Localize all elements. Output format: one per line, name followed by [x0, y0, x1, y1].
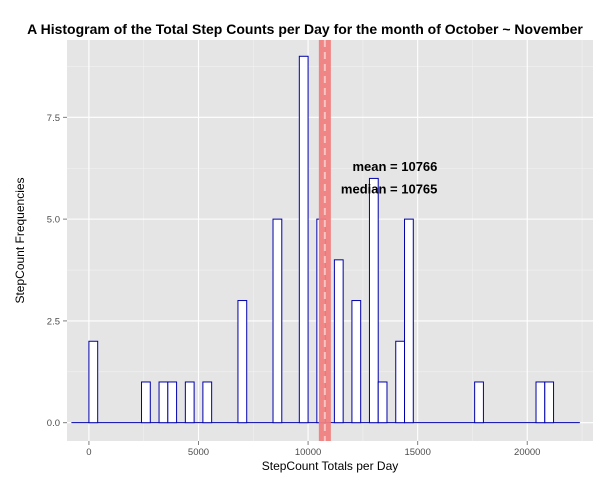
x-tick-label: 10000: [295, 447, 321, 458]
x-tick-label: 20000: [514, 447, 540, 458]
histogram-bar: [395, 340, 406, 424]
histogram-bar: [184, 381, 195, 424]
y-tick-label: 0.0: [47, 418, 60, 429]
y-tick-label: 5.0: [47, 215, 60, 226]
histogram-bar: [167, 381, 178, 424]
histogram-bar: [237, 300, 248, 424]
median-annotation: median = 10765: [341, 182, 437, 197]
histogram-bar: [202, 381, 213, 424]
x-tick-label: 0: [86, 447, 91, 458]
y-tick-label: 7.5: [47, 113, 60, 124]
y-axis-ticks: 0.0 2.5 5.0 7.5: [47, 113, 67, 429]
histogram-bar: [404, 218, 414, 424]
x-tick-label: 5000: [188, 447, 209, 458]
mean-annotation: mean = 10766: [352, 159, 437, 174]
x-tick-label: 15000: [404, 447, 430, 458]
histogram-bar: [141, 381, 151, 424]
histogram-bar: [351, 300, 362, 424]
histogram-bar: [377, 381, 388, 424]
histogram-bar: [368, 177, 379, 424]
histogram-bar: [158, 381, 169, 424]
x-axis-ticks: 0 5000 10000 15000 20000: [86, 441, 540, 458]
histogram-bar: [474, 381, 484, 424]
x-axis-title: StepCount Totals per Day: [262, 459, 399, 473]
annotations: mean = 10766 median = 10765: [341, 159, 437, 196]
histogram-bar: [88, 340, 99, 424]
y-tick-label: 2.5: [47, 316, 60, 327]
histogram-bar: [544, 381, 555, 424]
y-axis-title: StepCount Frequencies: [13, 177, 27, 303]
histogram-bar: [333, 259, 344, 424]
histogram-bar: [272, 218, 283, 424]
histogram-bar: [535, 381, 546, 424]
histogram-bar: [298, 55, 309, 424]
chart-title: A Histogram of the Total Step Counts per…: [27, 21, 583, 37]
